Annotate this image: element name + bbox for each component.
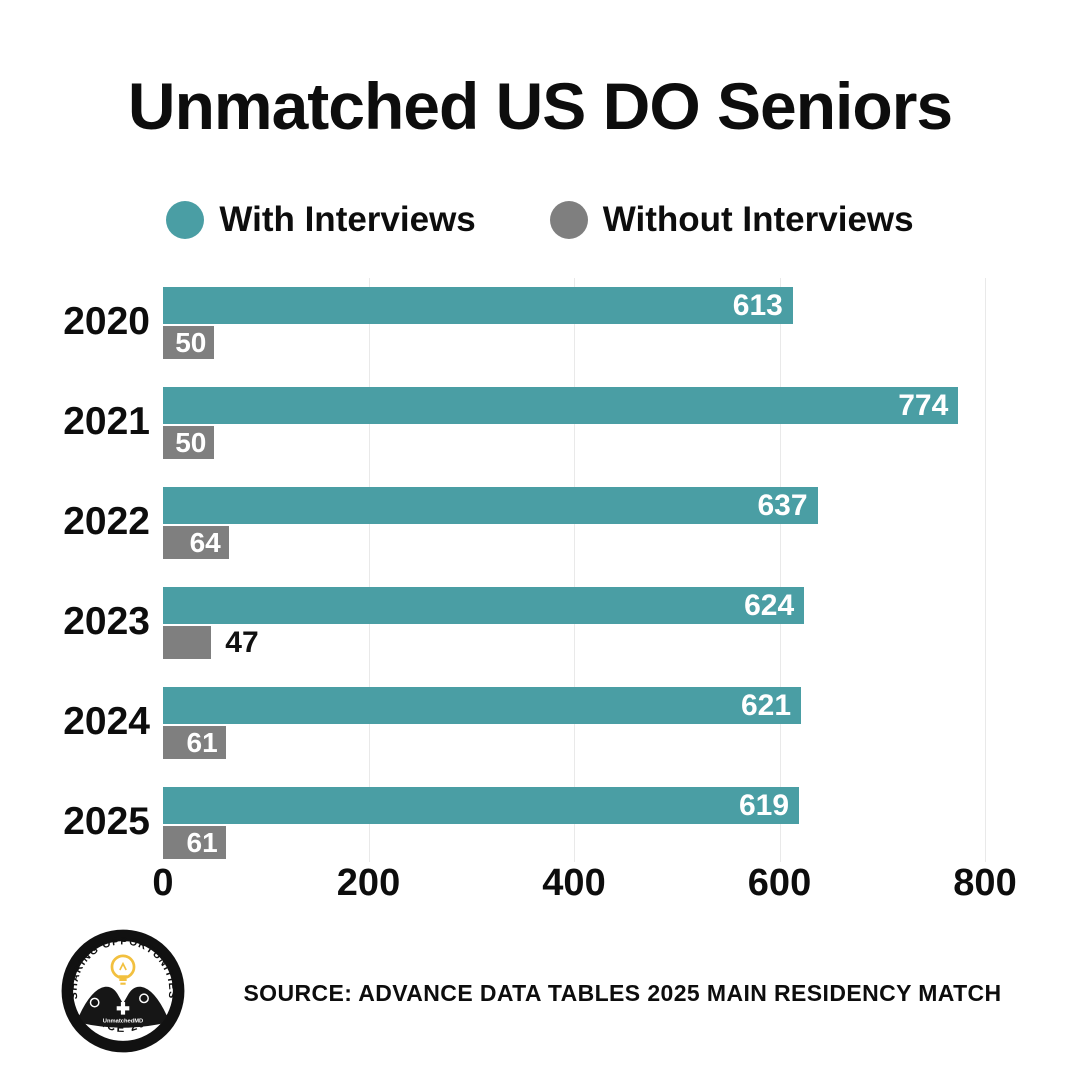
- bar-value-label: 619: [738, 788, 790, 822]
- bar-without-interviews-2025: 61: [163, 826, 226, 859]
- gridline-200: [368, 278, 370, 862]
- year-label-2022: 2022: [63, 500, 150, 543]
- gridline-400: [574, 278, 575, 862]
- bar-with-interviews-2021: 774: [163, 387, 959, 424]
- bar-with-interviews-2024: 621: [163, 687, 802, 724]
- bar-without-interviews-2020: 50: [163, 326, 215, 359]
- cross-icon: [120, 1002, 126, 1015]
- bar-without-interviews-2022: 64: [163, 526, 229, 559]
- x-tick-label-400: 400: [542, 862, 606, 904]
- bar-group-2022: 2022 637 64: [63, 487, 1020, 561]
- legend-dot-gray-icon: [549, 201, 588, 239]
- bar-value-label: 774: [898, 388, 949, 422]
- year-label-2024: 2024: [63, 700, 150, 743]
- x-tick-label-0: 0: [152, 862, 174, 904]
- lightbulb-icon: [110, 954, 136, 985]
- x-axis-ticks: 0 200 400 600 800: [152, 862, 1020, 914]
- bar-value-label: 613: [732, 288, 783, 322]
- logo-silhouette: UnmatchedMD: [78, 986, 168, 1028]
- bar-value-label: 61: [186, 726, 218, 758]
- year-label-2021: 2021: [63, 400, 150, 443]
- plot-area: 2020 613 50 2021 774 50 2022 637 64 2023 624 47 2024…: [63, 278, 1020, 862]
- legend-dot-teal-icon: [166, 201, 205, 239]
- bar-with-interviews-2022: 637: [163, 487, 818, 524]
- bar-value-label: 50: [175, 426, 207, 458]
- legend-item-with-interviews: With Interviews: [166, 200, 476, 240]
- bar-group-2020: 2020 613 50: [63, 287, 1020, 361]
- chart-legend: With Interviews Without Interviews: [0, 200, 1080, 240]
- stethoscope-icon: [139, 993, 149, 1004]
- gridline-800: [985, 278, 986, 862]
- year-label-2023: 2023: [63, 600, 150, 643]
- legend-label: With Interviews: [219, 200, 476, 239]
- x-tick-label-800: 800: [953, 862, 1017, 904]
- bar-group-2023: 2023 624 47: [63, 587, 1020, 661]
- bar-without-interviews-2024: 61: [163, 726, 226, 759]
- bar-without-interviews-2021: 50: [163, 426, 215, 459]
- gridline-600: [779, 278, 781, 862]
- bar-value-label: 637: [757, 488, 808, 522]
- bar-with-interviews-2020: 613: [163, 287, 793, 324]
- source-text: SOURCE: ADVANCE DATA TABLES 2025 MAIN RE…: [243, 980, 1002, 1006]
- bar-value-label: 61: [186, 826, 218, 858]
- bar-value-label: 624: [744, 588, 795, 622]
- bar-value-label: 64: [189, 526, 221, 558]
- bar-with-interviews-2023: 624: [163, 587, 805, 624]
- bar-group-2024: 2024 621 61: [63, 687, 1020, 761]
- x-tick-label-600: 600: [747, 862, 812, 904]
- bar-group-2025: 2025 619 61: [63, 787, 1020, 861]
- logo-center-text: UnmatchedMD: [103, 1019, 143, 1025]
- bar-group-2021: 2021 774 50: [63, 387, 1020, 461]
- bar-value-label: 47: [225, 625, 259, 659]
- bar-value-label: 50: [175, 326, 207, 358]
- year-label-2020: 2020: [63, 300, 150, 343]
- bar-value-label: 621: [741, 688, 792, 722]
- year-label-2025: 2025: [63, 800, 150, 843]
- unmatchedmd-logo: SHARING OPPORTUNITIES SINCE 2018 Unmatch…: [61, 929, 185, 1053]
- stethoscope-icon: [89, 997, 100, 1008]
- x-tick-label-200: 200: [336, 862, 401, 904]
- bar-with-interviews-2025: 619: [163, 787, 800, 824]
- bar-without-interviews-2023: 47: [163, 626, 259, 659]
- legend-label: Without Interviews: [602, 200, 914, 239]
- page-title: Unmatched US DO Seniors: [127, 69, 953, 143]
- legend-item-without-interviews: Without Interviews: [549, 200, 914, 240]
